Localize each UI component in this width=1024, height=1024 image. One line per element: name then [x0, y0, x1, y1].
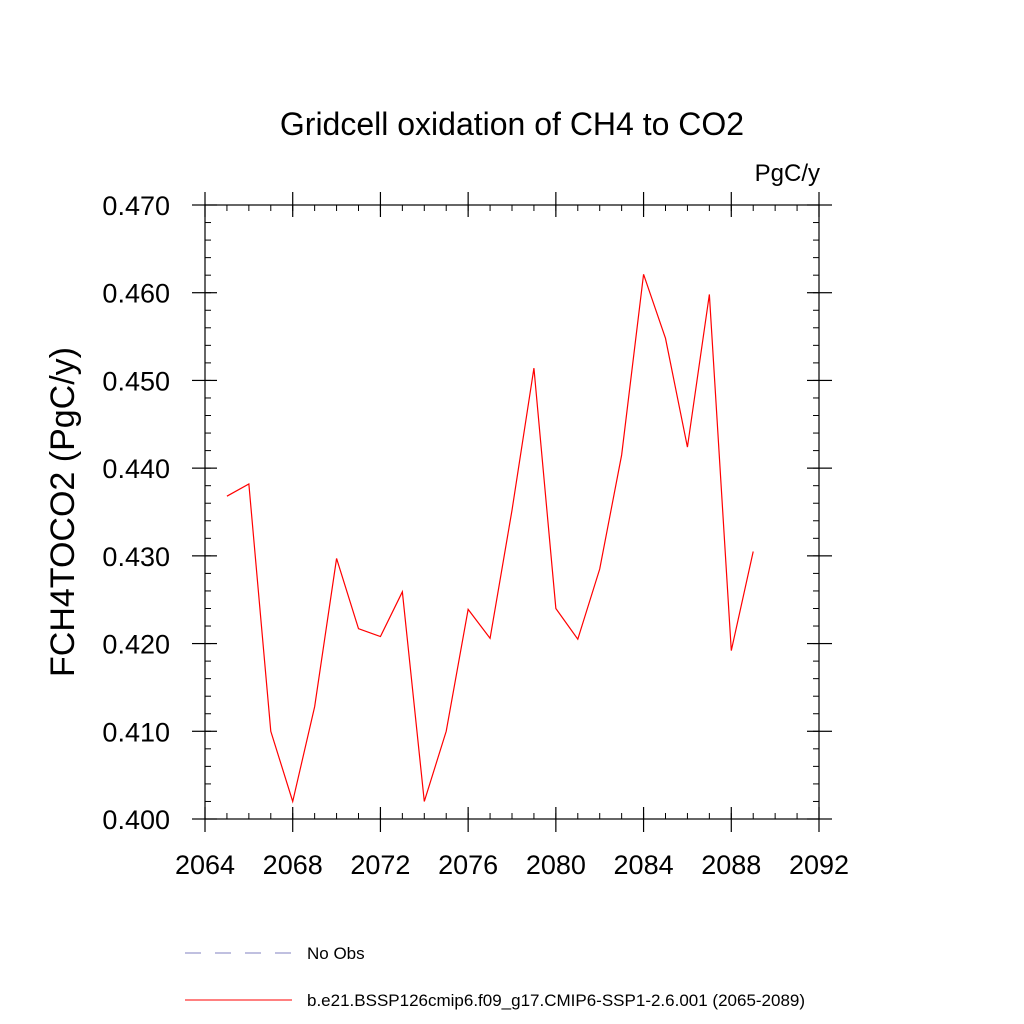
y-tick-label: 0.420	[102, 630, 170, 660]
y-axis-label: FCH4TOCO2 (PgC/y)	[44, 347, 82, 677]
series-line	[226, 274, 754, 804]
x-tick-label: 2076	[438, 850, 498, 880]
y-tick-label: 0.460	[102, 279, 170, 309]
x-tick-label: 2068	[263, 850, 323, 880]
x-tick-label: 2088	[701, 850, 761, 880]
y-tick-label: 0.470	[102, 191, 170, 221]
chart-title: Gridcell oxidation of CH4 to CO2	[280, 106, 744, 142]
y-tick-label: 0.450	[102, 366, 170, 396]
y-tick-label: 0.430	[102, 542, 170, 572]
x-tick-label: 2064	[175, 850, 235, 880]
y-tick-label: 0.410	[102, 717, 170, 747]
x-tick-label: 2080	[526, 850, 586, 880]
legend-label: No Obs	[307, 944, 365, 963]
legend: No Obs b.e21.BSSP126cmip6.f09_g17.CMIP6-S…	[185, 944, 805, 1010]
units-label: PgC/y	[755, 160, 820, 187]
x-tick-label: 2084	[614, 850, 674, 880]
series-layer	[226, 274, 754, 804]
x-tick-label: 2072	[350, 850, 410, 880]
axes: 2064 2068 2072 2076 2080 2084 2088 2092 0.400 0.4…	[102, 191, 849, 880]
x-tick-label: 2092	[789, 850, 849, 880]
y-tick-label: 0.400	[102, 805, 170, 835]
y-tick-label: 0.440	[102, 454, 170, 484]
legend-label: b.e21.BSSP126cmip6.f09_g17.CMIP6-SSP1-2.…	[307, 991, 805, 1010]
